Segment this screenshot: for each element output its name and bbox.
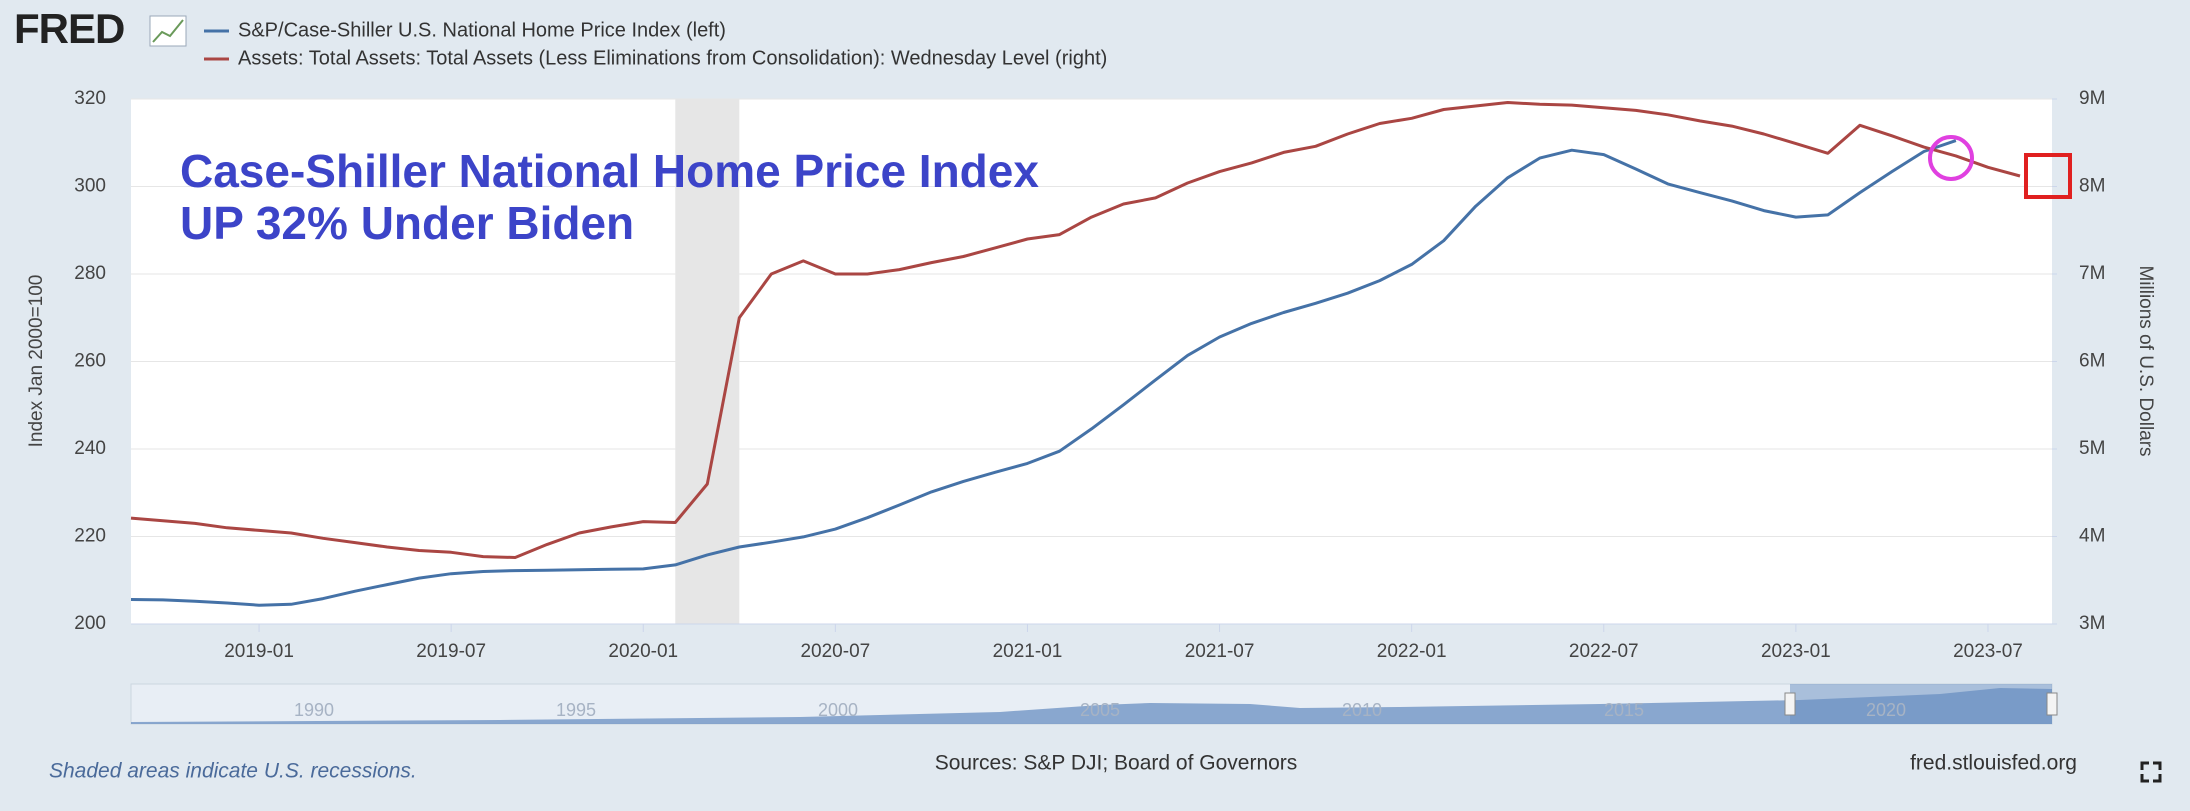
plot-layer: 200 220 240 260 280 300 320 3M 4M 5M 6M 7M 8M 9M 2019-… xyxy=(74,88,2105,662)
navigator-label: 2005 xyxy=(1080,700,1120,720)
y-tick-label: 220 xyxy=(74,526,106,547)
x-tick-label: 2019-07 xyxy=(416,641,486,662)
y2-tick-label: 9M xyxy=(2079,88,2105,109)
series-line xyxy=(130,101,2021,559)
y-tick-label: 320 xyxy=(74,88,106,109)
navigator-label: 2010 xyxy=(1342,700,1382,720)
series-line xyxy=(130,139,1957,607)
y2-tick-label: 7M xyxy=(2079,263,2105,284)
annotation: UP 32% Under Biden xyxy=(180,197,634,249)
highlight-circle xyxy=(1928,135,1974,181)
y2-tick-label: 5M xyxy=(2079,438,2105,459)
y2-tick-label: 8M xyxy=(2079,176,2105,197)
navigator-handle[interactable] xyxy=(1784,692,1796,716)
navigator-selection[interactable] xyxy=(1790,684,2052,724)
logo[interactable]: FRED xyxy=(14,5,125,52)
y-tick-label: 240 xyxy=(74,438,106,459)
fullscreen-icon[interactable] xyxy=(2140,761,2162,783)
x-tick-label: 2019-01 xyxy=(224,641,294,662)
x-tick-label: 2022-01 xyxy=(1377,641,1447,662)
legend-label: S&P/Case-Shiller U.S. National Home Pric… xyxy=(238,19,726,41)
site-link[interactable]: fred.stlouisfed.org xyxy=(1910,752,2077,775)
y-tick-label: 300 xyxy=(74,176,106,197)
y-tick-label: 260 xyxy=(74,351,106,372)
recession-note: Shaded areas indicate U.S. recessions. xyxy=(49,760,417,783)
navigator-handle[interactable] xyxy=(2046,692,2058,716)
navigator-label: 2020 xyxy=(1866,700,1906,720)
navigator-label: 1990 xyxy=(294,700,334,720)
y2-axis-title: Millions of U.S. Dollars xyxy=(2135,265,2156,456)
x-tick-label: 2020-01 xyxy=(608,641,678,662)
x-tick-label: 2022-07 xyxy=(1569,641,1639,662)
x-tick-label: 2023-01 xyxy=(1761,641,1831,662)
y-tick-label: 280 xyxy=(74,263,106,284)
navigator-label: 2015 xyxy=(1604,700,1644,720)
navigator-series xyxy=(131,688,2052,724)
x-tick-label: 2021-01 xyxy=(993,641,1063,662)
sources: Sources: S&P DJI; Board of Governors xyxy=(935,752,1298,775)
y2-tick-label: 4M xyxy=(2079,526,2105,547)
legend-label: Assets: Total Assets: Total Assets (Less… xyxy=(238,47,1107,69)
y-axis-title: Index Jan 2000=100 xyxy=(26,275,47,448)
x-tick-label: 2023-07 xyxy=(1953,641,2023,662)
logo-icon xyxy=(149,15,187,47)
y-tick-label: 200 xyxy=(74,613,106,634)
y2-tick-label: 6M xyxy=(2079,351,2105,372)
x-tick-label: 2021-07 xyxy=(1185,641,1255,662)
highlight-box xyxy=(2024,153,2072,199)
y2-tick-label: 3M xyxy=(2079,613,2105,634)
navigator-label: 1995 xyxy=(556,700,596,720)
navigator-label: 2000 xyxy=(818,700,858,720)
annotation: Case-Shiller National Home Price Index xyxy=(180,145,1039,197)
x-tick-label: 2020-07 xyxy=(800,641,870,662)
